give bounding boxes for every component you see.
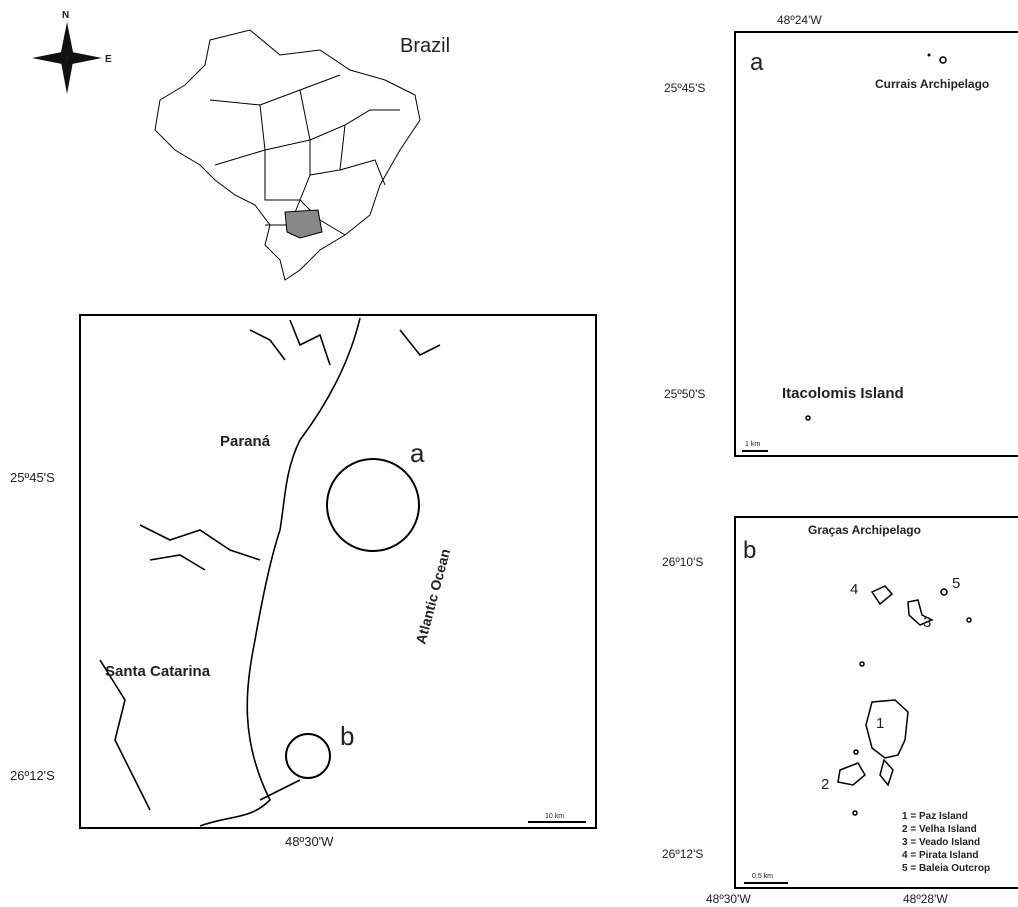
legend-item: 4 = Pirata Island xyxy=(902,850,978,861)
island xyxy=(927,53,931,57)
inset-letter: a xyxy=(750,49,764,76)
brazil-outline xyxy=(154,29,421,281)
legend-item: 1 = Paz Island xyxy=(902,811,968,822)
island xyxy=(805,415,811,421)
island-number: 1 xyxy=(876,715,884,732)
lon-label: 48º28'W xyxy=(903,892,948,906)
island xyxy=(865,699,909,759)
lat-label: 25º50'S xyxy=(664,387,705,401)
state-label: Paraná xyxy=(220,433,271,450)
circle-label: b xyxy=(340,721,354,751)
inset-letter: b xyxy=(743,537,756,564)
lon-label: 48º30'W xyxy=(285,834,334,849)
compass-needle xyxy=(61,22,73,58)
coastline-detail xyxy=(99,319,441,811)
island-number: 2 xyxy=(821,776,829,793)
island xyxy=(853,749,859,755)
legend-item: 3 = Veado Island xyxy=(902,837,980,848)
inset-b: b Graças Archipelago 26º10'S 26º12'S 48º… xyxy=(662,516,1018,906)
inset-title: Graças Archipelago xyxy=(808,523,921,537)
brazil-title: Brazil xyxy=(400,35,450,57)
lat-label: 26º12'S xyxy=(662,847,703,861)
island-label: Itacolomis Island xyxy=(782,385,904,402)
island-number: 3 xyxy=(923,614,931,631)
legend-item: 2 = Velha Island xyxy=(902,824,977,835)
lat-label: 25º45'S xyxy=(10,470,55,485)
lat-label: 25º45'S xyxy=(664,81,705,95)
island xyxy=(870,585,894,606)
circle-label: a xyxy=(410,438,425,468)
island xyxy=(907,599,934,626)
island xyxy=(939,56,947,64)
lat-label: 26º10'S xyxy=(662,555,703,569)
compass-north: N xyxy=(62,10,69,21)
compass-east: E xyxy=(105,54,112,65)
ocean-label: Atlantic Ocean xyxy=(412,547,453,646)
main-map: Paraná Santa Catarina Atlantic Ocean a b… xyxy=(10,314,597,849)
island xyxy=(940,588,948,596)
lon-label: 48º30'W xyxy=(706,892,751,906)
study-area-circle xyxy=(285,733,331,779)
island-label: Currais Archipelago xyxy=(875,77,989,91)
map-frame xyxy=(79,314,597,829)
island-number: 4 xyxy=(850,581,858,598)
island xyxy=(966,617,972,623)
island xyxy=(859,661,865,667)
scale-label: 1 km xyxy=(745,441,760,448)
inset-a: a 48º24'W 25º45'S 25º50'S Currais Archip… xyxy=(664,13,1018,457)
compass-needle xyxy=(32,52,67,64)
map-frame xyxy=(734,516,1018,889)
parana-highlight xyxy=(284,209,323,239)
coastline xyxy=(199,317,361,827)
legend-item: 5 = Baleia Outcrop xyxy=(902,863,990,874)
island xyxy=(879,758,894,787)
lat-label: 26º12'S xyxy=(10,768,55,783)
study-area-circle xyxy=(326,458,420,552)
lon-label: 48º24'W xyxy=(777,13,822,27)
brazil-map: Brazil xyxy=(154,29,450,281)
island xyxy=(852,810,858,816)
island-number: 5 xyxy=(952,575,960,592)
compass: N E xyxy=(32,10,112,94)
island xyxy=(837,762,866,786)
state-label: Santa Catarina xyxy=(105,663,211,680)
compass-needle xyxy=(67,52,102,64)
scale-label: 10 km xyxy=(545,813,564,820)
scale-label: 0.5 km xyxy=(752,873,773,880)
map-frame xyxy=(734,31,1018,457)
compass-needle xyxy=(61,58,73,94)
